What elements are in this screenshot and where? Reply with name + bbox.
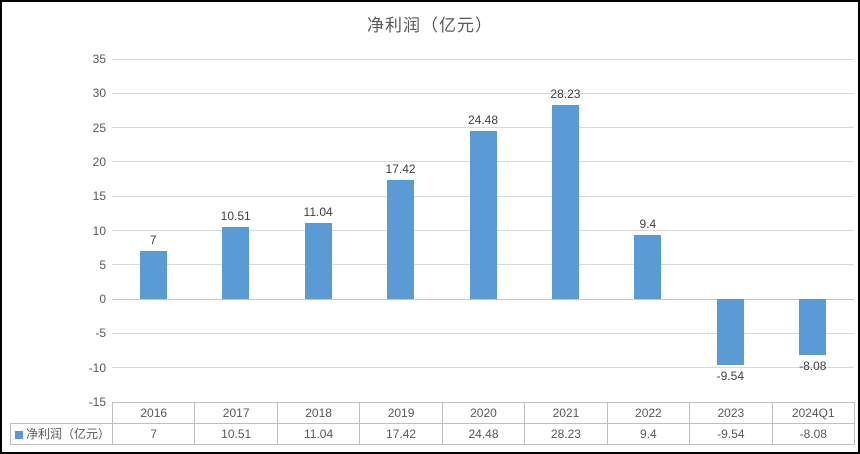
bar-2017 bbox=[222, 227, 250, 300]
data-table-value-cell: 11.04 bbox=[276, 423, 361, 445]
data-table-value-cell: 7 bbox=[112, 423, 196, 445]
bar-value-label: 7 bbox=[149, 233, 157, 248]
y-axis-tick-label: 25 bbox=[92, 120, 106, 135]
data-table-value-cell: 17.42 bbox=[359, 423, 443, 445]
data-table-value-cell: -9.54 bbox=[689, 423, 773, 445]
bar-value-label: -9.54 bbox=[716, 368, 744, 383]
data-table-year-cell: 2018 bbox=[276, 402, 361, 424]
data-table-value-cell: 28.23 bbox=[524, 423, 608, 445]
bar-2023 bbox=[716, 299, 744, 365]
gridline bbox=[112, 92, 854, 94]
y-axis-tick-label: 0 bbox=[99, 292, 106, 307]
data-table-value-cell: 24.48 bbox=[441, 423, 526, 445]
legend-series-marker-icon bbox=[15, 431, 23, 439]
bar-value-label: 28.23 bbox=[550, 87, 581, 102]
gridline bbox=[112, 127, 854, 129]
gridline bbox=[112, 332, 854, 334]
bar-value-label: 11.04 bbox=[303, 205, 333, 220]
bar-2016 bbox=[139, 251, 167, 300]
y-axis-tick-label: 15 bbox=[92, 189, 106, 204]
y-axis-tick-label: 35 bbox=[92, 52, 106, 66]
data-table-year-cell: 2023 bbox=[689, 402, 773, 424]
y-axis-tick-label: 10 bbox=[92, 223, 106, 238]
gridline bbox=[112, 367, 854, 369]
y-axis-tick-label: -10 bbox=[88, 360, 106, 375]
bar-2020 bbox=[469, 131, 497, 300]
data-table-year-cell: 2022 bbox=[606, 402, 691, 424]
data-table-year-cell: 2021 bbox=[524, 402, 608, 424]
chart-title: 净利润（亿元） bbox=[367, 16, 493, 35]
data-table-year-cell: 2024Q1 bbox=[771, 402, 855, 424]
bar-2024Q1 bbox=[799, 299, 827, 355]
data-table-year-cell: 2016 bbox=[112, 402, 196, 424]
y-axis-tick-label: 30 bbox=[92, 86, 106, 101]
y-axis-tick-label: 5 bbox=[99, 257, 106, 272]
data-table-year-cell: 2020 bbox=[441, 402, 526, 424]
zero-axis-line bbox=[112, 298, 854, 300]
legend-cell: 净利润（亿元） bbox=[10, 423, 113, 445]
bar-2022 bbox=[634, 234, 662, 300]
bar-2021 bbox=[551, 105, 579, 300]
bar-2018 bbox=[304, 223, 332, 300]
data-table-value-cell: 9.4 bbox=[606, 423, 691, 445]
bar-2019 bbox=[387, 179, 415, 300]
bar-value-label: 10.51 bbox=[220, 209, 251, 223]
data-table-value-cell: 10.51 bbox=[194, 423, 278, 445]
bar-value-label: 17.42 bbox=[385, 161, 416, 176]
y-axis-tick-label: -5 bbox=[95, 326, 106, 341]
data-table-year-cell: 2017 bbox=[194, 402, 278, 424]
data-table-value-cell: -8.08 bbox=[771, 423, 855, 445]
data-table-year-cell: 2019 bbox=[359, 402, 443, 424]
gridline bbox=[112, 58, 854, 60]
bar-value-label: 9.4 bbox=[639, 216, 657, 231]
y-axis-tick-label: 20 bbox=[92, 154, 106, 169]
legend-series-label: 净利润（亿元） bbox=[26, 427, 111, 441]
bar-value-label: -8.08 bbox=[799, 358, 827, 373]
bar-value-label: 24.48 bbox=[467, 113, 499, 128]
y-axis-tick-label: -15 bbox=[88, 395, 106, 409]
